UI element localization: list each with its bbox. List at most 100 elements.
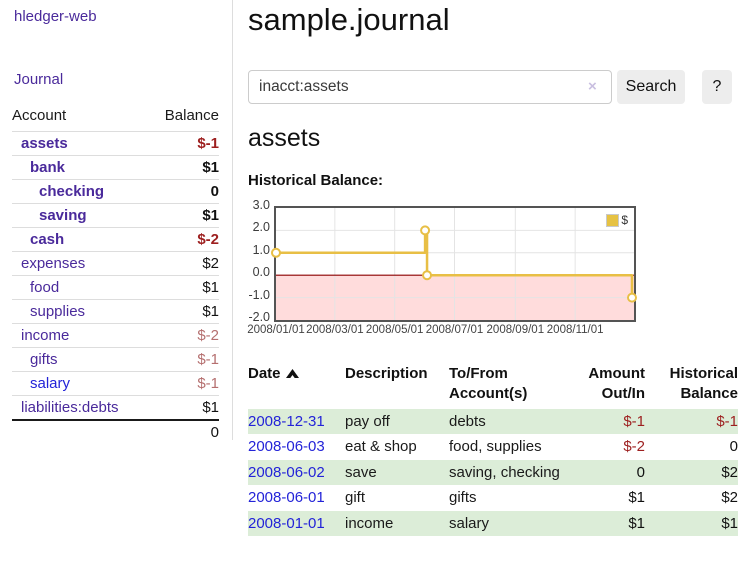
transaction-amount: $1: [628, 489, 645, 507]
transaction-balance: $2: [645, 459, 738, 486]
account-balance: 0: [149, 179, 219, 204]
account-link[interactable]: supplies: [30, 303, 86, 320]
x-axis-tick-label: 2008/05/01: [365, 324, 424, 336]
x-axis-tick-label: 2008/11/01: [546, 324, 604, 336]
account-link[interactable]: income: [21, 327, 70, 344]
account-balance: $1: [149, 155, 219, 180]
transaction-date-link[interactable]: 2008-06-01: [248, 489, 325, 507]
account-link[interactable]: food: [30, 279, 60, 296]
transaction-date-link[interactable]: 2008-01-01: [248, 514, 325, 532]
transaction-row: 2008-06-03 eat & shop food, supplies $-2 0: [248, 434, 738, 460]
date-header-label: Date: [248, 365, 281, 382]
account-row: expenses $2: [12, 251, 219, 276]
chart-legend: $: [604, 212, 630, 228]
balance-column-header: Historical Balance: [669, 365, 738, 402]
x-axis-tick-label: 2008/07/01: [425, 324, 484, 336]
sort-ascending-icon: [285, 369, 299, 378]
account-link[interactable]: saving: [39, 207, 87, 224]
transaction-accounts: gifts: [449, 489, 477, 507]
register-header-row: Date Description To/From Account(s) Amou…: [248, 362, 738, 409]
search-form: × Search ?: [248, 70, 742, 104]
y-axis-tick-label: -1.0: [248, 287, 270, 302]
transaction-description: eat & shop: [345, 438, 417, 456]
account-row: cash $-2: [12, 227, 219, 252]
accounts-body: assets $-1 bank $1 checking 0 saving $1 cash $-2 e…: [12, 131, 219, 420]
accounts-column-header: To/From Account(s): [449, 365, 528, 402]
account-link[interactable]: assets: [21, 135, 68, 152]
transaction-accounts: salary: [449, 510, 560, 537]
transaction-row: 2008-06-02 save saving, checking 0 $2: [248, 459, 738, 486]
transaction-description: income: [345, 510, 449, 537]
transaction-balance: 0: [729, 438, 738, 456]
chart-plot-svg: [271, 208, 637, 320]
help-button[interactable]: ?: [702, 70, 732, 104]
transaction-amount: 0: [560, 459, 645, 486]
account-link[interactable]: checking: [39, 183, 105, 200]
account-balance: $-1: [149, 347, 219, 372]
accounts-table: Account Balance assets $-1 bank $1 checking 0…: [12, 104, 219, 444]
description-column-header: Description: [345, 365, 428, 382]
transaction-balance: $1: [645, 510, 738, 537]
accounts-total-balance: 0: [149, 419, 219, 444]
legend-label: $: [621, 213, 628, 227]
transaction-accounts: debts: [449, 408, 560, 435]
transaction-date-link[interactable]: 2008-06-03: [248, 438, 325, 456]
legend-color-swatch: [606, 213, 620, 227]
account-heading: assets: [248, 124, 321, 152]
transaction-description: pay off: [345, 408, 449, 435]
account-link[interactable]: gifts: [30, 351, 58, 368]
amount-column-header: Amount Out/In: [588, 365, 645, 402]
account-balance: $1: [149, 275, 219, 300]
account-row: bank $1: [12, 155, 219, 180]
transaction-amount: $-1: [560, 408, 645, 435]
search-input[interactable]: [248, 70, 612, 104]
clear-search-icon[interactable]: ×: [588, 78, 597, 95]
date-column-header[interactable]: Date: [248, 362, 345, 409]
x-axis-tick-label: 2008/01/01: [247, 324, 305, 336]
account-row: gifts $-1: [12, 347, 219, 372]
account-row: income $-2: [12, 323, 219, 348]
page-title: sample.journal: [248, 2, 450, 37]
account-row: supplies $1: [12, 299, 219, 324]
transaction-date-link[interactable]: 2008-06-02: [248, 463, 325, 481]
account-row: salary $-1: [12, 371, 219, 396]
chart-heading: Historical Balance:: [248, 172, 384, 189]
account-row: liabilities:debts $1: [12, 395, 219, 420]
brand-link[interactable]: hledger-web: [14, 8, 97, 25]
transaction-date-link[interactable]: 2008-12-31: [248, 412, 325, 430]
transaction-amount: $1: [560, 510, 645, 537]
y-axis-tick-label: 0.0: [252, 265, 270, 280]
search-button[interactable]: Search: [617, 70, 685, 104]
transaction-accounts: food, supplies: [449, 438, 542, 456]
transaction-amount: $-2: [623, 438, 645, 456]
sidebar-item-journal[interactable]: Journal: [14, 71, 64, 88]
account-balance: $-1: [149, 371, 219, 396]
account-balance: $-1: [149, 131, 219, 156]
account-row: assets $-1: [12, 131, 219, 156]
account-balance: $1: [149, 299, 219, 324]
account-balance: $-2: [149, 323, 219, 348]
main-content: sample.journal × Search ? assets Histori…: [247, 0, 742, 582]
account-link[interactable]: cash: [30, 231, 65, 248]
accounts-header-row: Account Balance: [12, 104, 219, 132]
y-axis-tick-label: 2.0: [252, 220, 270, 235]
account-balance: $1: [149, 203, 219, 228]
account-link[interactable]: expenses: [21, 255, 86, 272]
account-link[interactable]: liabilities:debts: [21, 399, 119, 416]
chart-plot-area: $: [271, 206, 637, 322]
account-row: food $1: [12, 275, 219, 300]
transaction-row: 2008-06-01 gift gifts $1 $2: [248, 485, 738, 511]
y-axis-tick-label: -2.0: [248, 310, 270, 324]
account-balance: $1: [149, 395, 219, 420]
transaction-description: gift: [345, 489, 366, 507]
account-link[interactable]: bank: [30, 159, 66, 176]
account-column-header: Account: [12, 107, 67, 124]
x-axis-tick-label: 2008/09/01: [486, 324, 545, 336]
x-axis-tick-label: 2008/03/01: [306, 324, 364, 336]
account-balance: $2: [149, 251, 219, 276]
register-table: Date Description To/From Account(s) Amou…: [248, 362, 738, 537]
transaction-balance: $2: [721, 489, 738, 507]
account-link[interactable]: salary: [30, 375, 71, 392]
sidebar: hledger-web Journal Account Balance asse…: [0, 0, 233, 444]
balance-column-header: Balance: [164, 107, 219, 124]
